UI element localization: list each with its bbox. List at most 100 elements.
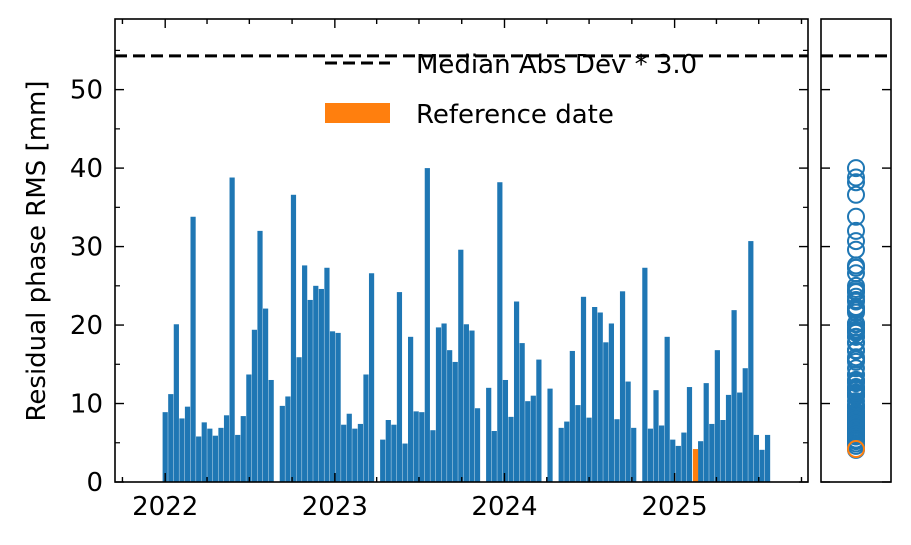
bar: [764, 434, 771, 482]
bar: [408, 336, 414, 482]
bar: [502, 379, 509, 482]
y-tick-label: 30: [70, 233, 103, 263]
bar: [307, 299, 313, 482]
bar: [190, 216, 196, 483]
legend-reference-swatch: [325, 103, 390, 123]
bar: [748, 241, 754, 482]
bar: [173, 324, 179, 482]
distribution-point: [847, 173, 865, 192]
distribution-point: [847, 232, 865, 251]
bar: [631, 427, 637, 482]
side-plot-frame: [820, 18, 892, 483]
distribution-point: [847, 258, 865, 277]
bar: [575, 405, 581, 482]
distribution-point: [847, 314, 865, 333]
bar: [352, 428, 358, 482]
bar: [513, 301, 520, 482]
bar: [597, 312, 603, 482]
bar: [698, 441, 704, 482]
bar: [558, 427, 564, 482]
bar: [759, 449, 765, 482]
distribution-point: [847, 425, 865, 444]
bar: [223, 415, 230, 482]
bar: [458, 249, 464, 482]
distribution-point: [847, 168, 865, 187]
side-plot: [820, 18, 892, 483]
bar: [424, 168, 430, 483]
bar: [686, 387, 693, 482]
bar: [642, 267, 648, 482]
bar: [742, 368, 748, 482]
bar: [168, 394, 174, 482]
distribution-point: [847, 221, 865, 240]
bar: [240, 416, 246, 482]
bar: [257, 230, 263, 482]
legend-reference-label: Reference date: [416, 100, 614, 130]
bar: [586, 417, 592, 482]
bar: [363, 374, 369, 482]
value-distribution-points: [847, 159, 865, 459]
bar: [357, 423, 364, 482]
bar: [229, 177, 235, 482]
distribution-point: [847, 359, 865, 378]
bar: [508, 416, 514, 482]
distribution-point: [847, 396, 865, 415]
bar: [447, 350, 453, 482]
y-tick-label: 0: [86, 468, 103, 498]
bar: [318, 288, 324, 482]
bar: [290, 194, 297, 482]
bar: [212, 435, 218, 482]
bar: [452, 361, 458, 482]
bar: [235, 434, 241, 482]
bar: [162, 412, 168, 482]
bar: [530, 395, 536, 482]
distribution-point: [847, 159, 865, 178]
bar: [647, 428, 654, 482]
bar: [262, 308, 269, 482]
bar: [474, 408, 481, 482]
bar: [313, 285, 319, 482]
bar: [753, 434, 760, 482]
y-axis: 0 10 20 30 40 50: [70, 49, 808, 498]
bar: [536, 359, 542, 482]
bar: [385, 420, 391, 482]
y-axis-title: Residual phase RMS [mm]: [22, 81, 52, 422]
bar: [675, 445, 681, 482]
bar: [737, 392, 743, 482]
bar: [681, 432, 687, 482]
bar: [725, 394, 732, 482]
bar: [279, 405, 285, 482]
bar: [179, 418, 185, 482]
bar: [486, 387, 492, 482]
distribution-point: [847, 411, 865, 430]
bar: [251, 329, 258, 482]
y-tick-label: 50: [70, 76, 103, 106]
x-tick-label: 2025: [642, 492, 708, 522]
x-tick-label: 2024: [471, 492, 537, 522]
bar: [435, 327, 442, 482]
bar: [592, 307, 598, 482]
bar: [207, 428, 213, 482]
bar: [569, 350, 575, 482]
distribution-point: [847, 383, 865, 402]
bar: [380, 439, 386, 482]
distribution-point: [847, 350, 865, 369]
bar: [218, 427, 224, 482]
y-tick-label: 40: [70, 154, 103, 184]
distribution-point: [847, 282, 865, 301]
bar: [296, 357, 302, 482]
bar: [619, 291, 626, 482]
bar: [658, 425, 665, 482]
main-plot: 2022 2023 2024 2025 0 10 20 30 40 50 Median Abs …: [70, 18, 809, 522]
bar: [402, 443, 408, 482]
bar: [720, 420, 726, 482]
bar: [396, 292, 403, 482]
bar: [335, 332, 341, 482]
legend: Median Abs Dev * 3.0 Reference date: [325, 50, 697, 130]
bar: [324, 267, 330, 482]
distribution-point: [847, 374, 865, 393]
y-tick-label: 20: [70, 311, 103, 341]
distribution-point: [847, 432, 865, 451]
bar: [625, 381, 631, 482]
